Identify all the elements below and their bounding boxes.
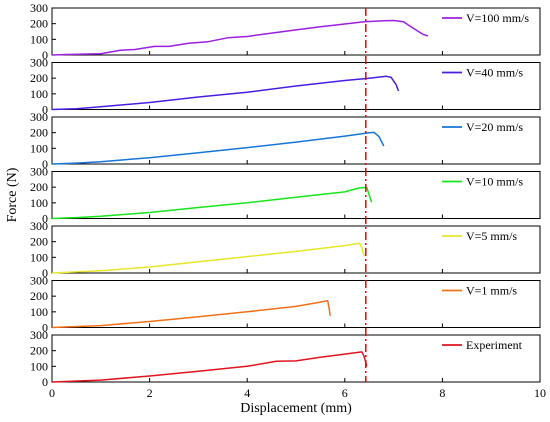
legend-label: V=1 mm/s	[466, 284, 517, 298]
y-tick-label: 0	[42, 321, 48, 335]
legend-label: Experiment	[466, 338, 523, 352]
panel-frame	[51, 334, 541, 383]
x-tick-label: 10	[534, 386, 546, 400]
y-tick-label: 100	[30, 141, 48, 155]
y-tick-label: 0	[42, 266, 48, 280]
y-tick-label: 0	[42, 103, 48, 117]
panel-frame	[51, 7, 541, 56]
y-tick-label: 0	[42, 48, 48, 62]
y-tick-label: 300	[30, 1, 48, 15]
y-tick-label: 300	[30, 56, 48, 70]
y-tick-label: 0	[42, 375, 48, 389]
y-tick-label: 200	[30, 17, 48, 31]
x-tick-label: 2	[147, 386, 153, 400]
series-line	[51, 75, 400, 111]
series-line	[51, 242, 366, 274]
y-tick-label: 100	[30, 32, 48, 46]
x-tick-label: 4	[244, 386, 250, 400]
x-tick-label: 6	[342, 386, 348, 400]
y-tick-label: 200	[30, 180, 48, 194]
series-line	[51, 131, 385, 165]
x-axis-title: Displacement (mm)	[240, 401, 352, 416]
series-line	[51, 299, 331, 329]
legend-label: V=20 mm/s	[466, 120, 523, 134]
panel-frame	[51, 116, 541, 165]
y-tick-label: 200	[30, 289, 48, 303]
legend-label: V=10 mm/s	[466, 175, 523, 189]
y-tick-label: 100	[30, 87, 48, 101]
y-tick-label: 300	[30, 219, 48, 233]
y-tick-label: 200	[30, 344, 48, 358]
panel-frame	[51, 280, 541, 328]
y-tick-label: 300	[30, 110, 48, 124]
series-line	[51, 351, 368, 383]
y-tick-label: 0	[42, 157, 48, 171]
y-tick-label: 100	[30, 305, 48, 319]
y-tick-label: 200	[30, 126, 48, 140]
x-axis: 0 2 4 6 8 10	[49, 386, 546, 400]
panel-frame	[51, 62, 541, 110]
y-tick-label: 200	[30, 71, 48, 85]
series-line	[51, 186, 373, 220]
y-tick-label: 0	[42, 212, 48, 226]
y-tick-label: 300	[30, 165, 48, 179]
legend-label: V=40 mm/s	[466, 66, 523, 80]
series-line	[51, 19, 429, 56]
y-tick-label: 100	[30, 250, 48, 264]
panel-frame	[51, 225, 541, 274]
y-tick-label: 100	[30, 196, 48, 210]
panel-frame	[51, 171, 541, 219]
x-tick-label: 0	[49, 386, 55, 400]
y-tick-label: 200	[30, 235, 48, 249]
y-tick-label: 300	[30, 328, 48, 342]
y-tick-label: 300	[30, 274, 48, 288]
legend-label: V=5 mm/s	[466, 229, 517, 243]
x-tick-label: 8	[439, 386, 445, 400]
y-tick-label: 100	[30, 359, 48, 373]
legend-label: V=100 mm/s	[466, 11, 529, 25]
y-axis-title: Force (N)	[5, 167, 20, 222]
